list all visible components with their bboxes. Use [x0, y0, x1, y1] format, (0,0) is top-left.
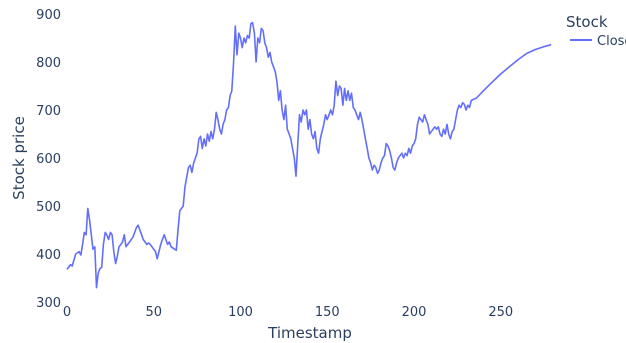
x-axis-ticks: 0 50 100 150 200 250	[63, 305, 513, 320]
x-tick-label: 250	[488, 305, 513, 320]
legend[interactable]: Stock Close	[566, 13, 626, 49]
x-axis-title: Timestamp	[267, 324, 352, 342]
x-tick-label: 200	[402, 305, 427, 320]
y-axis-ticks: 300 400 500 600 700 800 900	[36, 8, 61, 311]
y-tick-label: 800	[36, 56, 61, 71]
y-tick-label: 700	[36, 104, 61, 119]
plot-area	[66, 21, 552, 289]
y-axis-title: Stock price	[10, 116, 28, 200]
y-tick-label: 600	[36, 152, 61, 167]
series-line-close[interactable]	[66, 21, 552, 289]
legend-item-close[interactable]: Close	[597, 34, 626, 49]
x-tick-label: 50	[145, 305, 162, 320]
x-tick-label: 100	[228, 305, 253, 320]
legend-title: Stock	[566, 13, 608, 31]
y-tick-label: 900	[36, 8, 61, 23]
y-tick-label: 500	[36, 200, 61, 215]
y-tick-label: 300	[36, 296, 61, 311]
y-tick-label: 400	[36, 248, 61, 263]
x-tick-label: 0	[63, 305, 71, 320]
x-tick-label: 150	[315, 305, 340, 320]
